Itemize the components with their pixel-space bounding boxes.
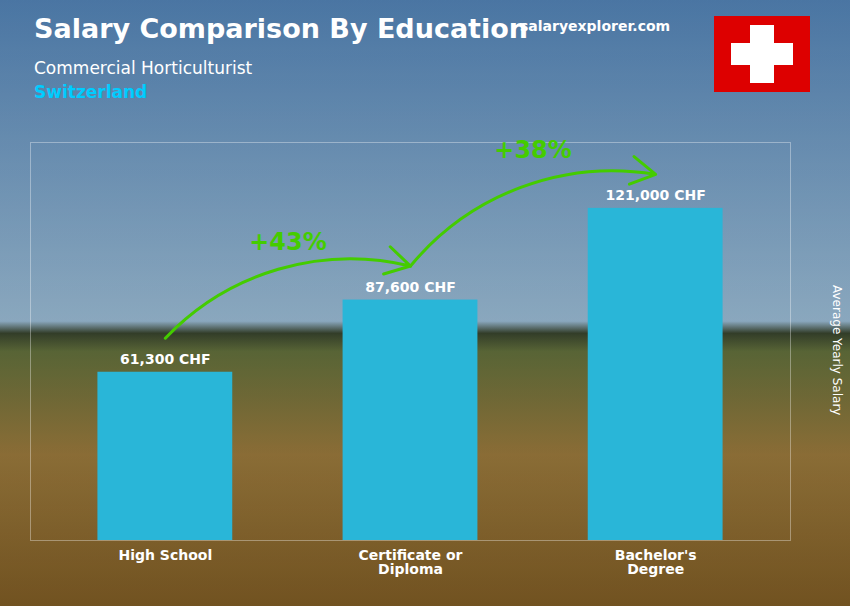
svg-text:Bachelor'sDegree: Bachelor'sDegree [615, 547, 697, 577]
html-text:Switzerland: Switzerland [34, 82, 148, 102]
svg-text:121,000 CHF: 121,000 CHF [606, 187, 706, 203]
svg-text:High School: High School [118, 547, 212, 563]
svg-text:+38%: +38% [494, 136, 572, 164]
svg-text:87,600 CHF: 87,600 CHF [365, 279, 455, 295]
svg-text:61,300 CHF: 61,300 CHF [120, 351, 210, 367]
html-text:Average Yearly Salary: Average Yearly Salary [830, 284, 844, 416]
html-text:Salary Comparison By Education: Salary Comparison By Education [34, 13, 528, 44]
html-text:Commercial Horticulturist: Commercial Horticulturist [34, 58, 253, 78]
svg-text:Certificate orDiploma: Certificate orDiploma [359, 547, 463, 577]
svg-text:+43%: +43% [249, 228, 327, 256]
html-text:salaryexplorer.com: salaryexplorer.com [520, 18, 671, 34]
